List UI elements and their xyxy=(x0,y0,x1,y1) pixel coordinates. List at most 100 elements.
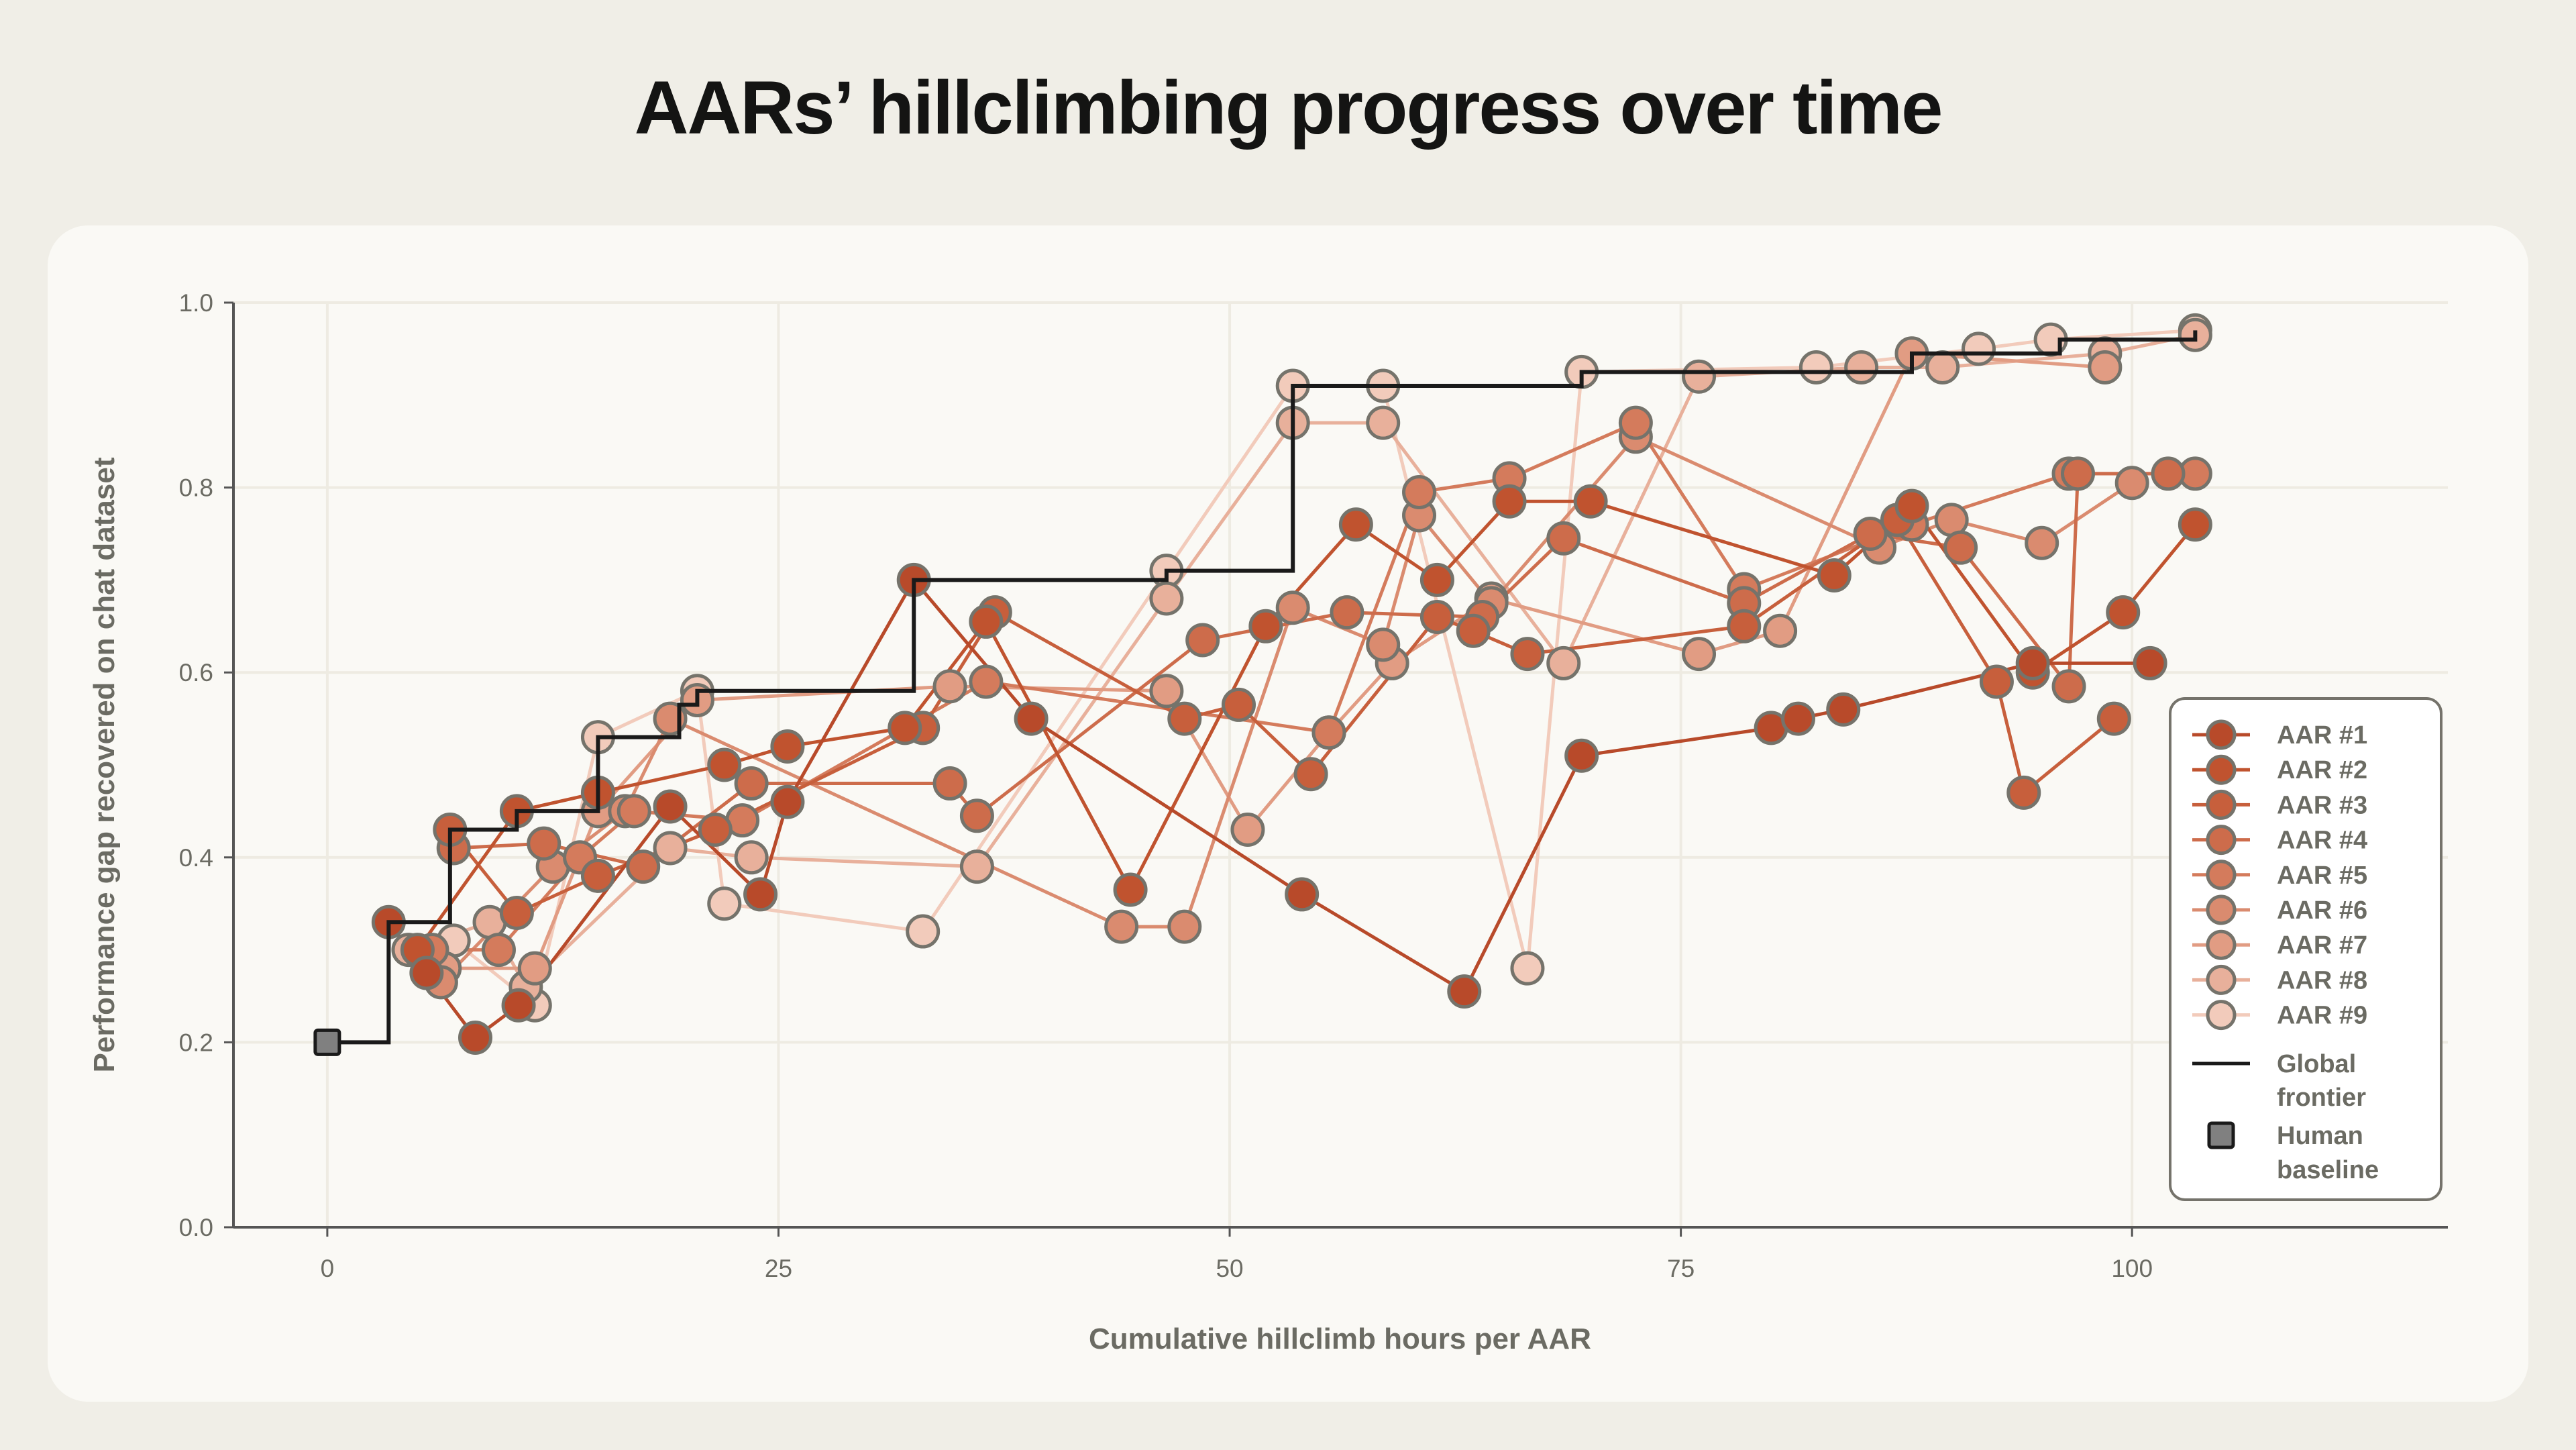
legend-label-aar-5: AAR #5 xyxy=(2277,862,2367,890)
data-point-aar-1 xyxy=(458,1021,493,1055)
data-point-aar-3 xyxy=(499,895,534,930)
data-point-aar-7 xyxy=(2088,350,2123,384)
legend-label-aar-9: AAR #9 xyxy=(2277,1002,2367,1030)
data-point-aar-3 xyxy=(2006,775,2041,810)
data-point-aar-8 xyxy=(1366,405,1401,440)
data-point-aar-2 xyxy=(1492,484,1527,519)
data-point-aar-9 xyxy=(707,886,742,921)
data-point-aar-2 xyxy=(888,711,922,745)
data-point-aar-5 xyxy=(969,664,1004,699)
data-point-aar-1 xyxy=(409,955,444,990)
legend-label-frontier-2: frontier xyxy=(2277,1084,2366,1112)
data-point-aar-1 xyxy=(1285,877,1320,912)
data-point-aar-2 xyxy=(1894,488,1929,523)
data-point-aar-9 xyxy=(1962,331,1996,366)
data-point-aar-4 xyxy=(527,826,561,861)
x-tick-label: 25 xyxy=(765,1255,792,1282)
x-tick-label: 75 xyxy=(1667,1255,1695,1282)
data-point-aar-1 xyxy=(2133,645,2167,680)
data-point-aar-1 xyxy=(1014,701,1049,736)
data-point-aar-4 xyxy=(932,766,967,801)
data-point-aar-2 xyxy=(1248,609,1283,643)
data-point-aar-2 xyxy=(1338,507,1373,542)
data-point-aar-1 xyxy=(743,877,778,912)
legend-label-aar-6: AAR #6 xyxy=(2277,896,2367,925)
data-point-aar-4 xyxy=(1185,623,1220,658)
data-point-aar-7 xyxy=(932,669,967,704)
series-line-aar-4 xyxy=(453,472,2169,869)
legend-box xyxy=(2169,697,2443,1201)
data-point-aar-8 xyxy=(1844,350,1879,384)
data-point-aar-2 xyxy=(1573,484,1608,519)
data-point-aar-4 xyxy=(2151,456,2186,491)
data-point-aar-1 xyxy=(1564,738,1599,773)
data-point-aar-3 xyxy=(1419,600,1454,635)
legend-marker-aar-6 xyxy=(2206,894,2237,925)
human-baseline-marker xyxy=(313,1028,341,1056)
data-point-aar-6 xyxy=(2025,525,2059,560)
legend-marker-aar-5 xyxy=(2206,860,2237,890)
global-frontier-line xyxy=(327,330,2198,1045)
legend-marker-aar-1 xyxy=(2206,719,2237,750)
y-tick-label: 0.6 xyxy=(179,659,213,686)
legend-label-aar-1: AAR #1 xyxy=(2277,721,2367,749)
data-point-aar-3 xyxy=(1510,637,1545,672)
data-point-aar-3 xyxy=(580,858,615,893)
data-point-aar-2 xyxy=(2178,507,2212,542)
data-point-aar-3 xyxy=(1456,613,1491,648)
data-point-aar-8 xyxy=(653,831,688,866)
y-tick-label: 1.0 xyxy=(179,289,213,317)
data-point-aar-4 xyxy=(626,849,661,884)
data-point-aar-5 xyxy=(1311,715,1346,750)
data-point-aar-3 xyxy=(1293,757,1328,792)
data-point-aar-6 xyxy=(1366,627,1401,662)
data-point-aar-1 xyxy=(653,789,688,824)
legend-label-aar-7: AAR #7 xyxy=(2277,931,2367,960)
data-point-aar-6 xyxy=(2114,466,2149,501)
data-point-aar-9 xyxy=(1799,350,1833,384)
data-point-aar-1 xyxy=(1447,974,1482,1009)
y-tick-label: 0.0 xyxy=(179,1214,213,1241)
legend-marker-human-baseline xyxy=(2207,1121,2235,1149)
data-point-aar-4 xyxy=(1853,517,1888,551)
data-point-aar-7 xyxy=(1682,637,1717,672)
data-point-aar-7 xyxy=(517,951,552,986)
data-point-aar-6 xyxy=(1275,590,1310,625)
data-point-aar-2 xyxy=(2106,595,2141,630)
data-point-aar-4 xyxy=(734,766,769,801)
data-point-aar-8 xyxy=(1682,359,1717,394)
data-point-aar-5 xyxy=(616,794,651,829)
data-point-aar-4 xyxy=(1943,530,1978,565)
data-point-aar-2 xyxy=(707,747,742,782)
legend-marker-aar-2 xyxy=(2206,754,2237,785)
data-point-aar-7 xyxy=(1230,812,1265,847)
data-point-aar-5 xyxy=(1402,474,1437,509)
data-point-aar-8 xyxy=(959,849,994,884)
data-point-aar-8 xyxy=(1925,350,1960,384)
data-point-aar-4 xyxy=(1546,521,1581,556)
legend-label-aar-2: AAR #2 xyxy=(2277,756,2367,784)
data-point-aar-6 xyxy=(1167,909,1202,944)
y-tick-label: 0.4 xyxy=(179,844,213,872)
chart-title: AARs’ hillclimbing progress over time xyxy=(634,66,1943,150)
data-point-aar-1 xyxy=(501,988,536,1023)
data-point-aar-3 xyxy=(2096,701,2131,736)
legend-marker-aar-9 xyxy=(2206,1000,2237,1031)
data-point-aar-3 xyxy=(1167,701,1202,736)
data-point-aar-8 xyxy=(734,840,769,875)
data-point-aar-6 xyxy=(1104,909,1139,944)
legend-label-aar-8: AAR #8 xyxy=(2277,966,2367,994)
series-line-aar-1 xyxy=(387,577,2151,1041)
data-point-aar-1 xyxy=(2015,645,2050,680)
data-point-aar-2 xyxy=(1113,872,1148,907)
legend-marker-aar-8 xyxy=(2206,964,2237,995)
legend-label-human-baseline-2: baseline xyxy=(2277,1156,2379,1184)
legend-label-frontier: Global xyxy=(2277,1050,2356,1078)
y-tick-label: 0.2 xyxy=(179,1029,213,1056)
series-line-aar-2 xyxy=(416,499,2197,951)
data-point-aar-4 xyxy=(2060,456,2095,491)
data-point-aar-2 xyxy=(770,729,805,764)
data-point-aar-1 xyxy=(770,784,805,819)
data-point-aar-1 xyxy=(1780,701,1815,736)
